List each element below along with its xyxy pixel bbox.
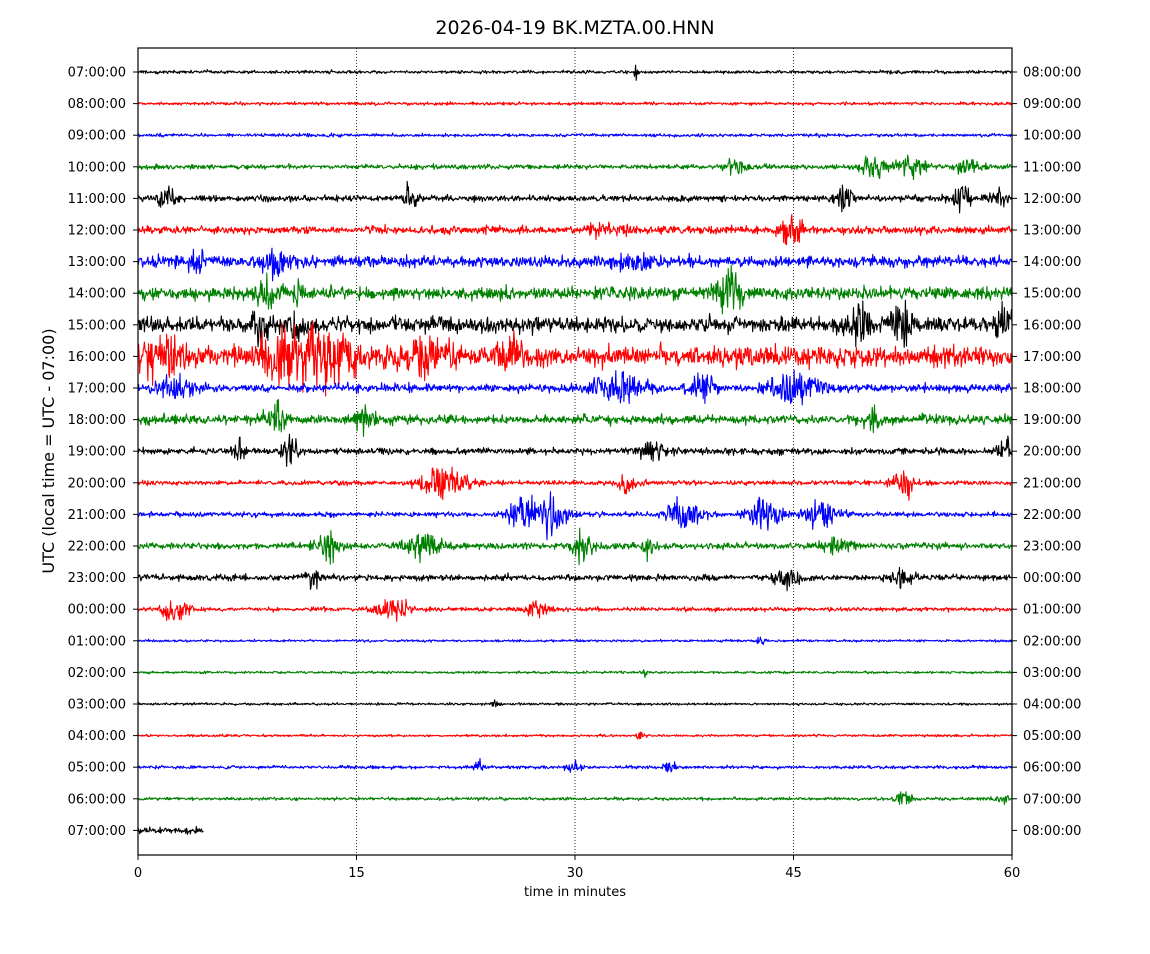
trace-100000-3 xyxy=(137,154,1013,181)
x-tick-label: 30 xyxy=(567,866,584,881)
y-tick-label-right: 07:00:00 xyxy=(1023,792,1081,807)
trace-030000-20 xyxy=(137,699,1013,708)
trace-170000-10 xyxy=(137,369,1012,406)
trace-010000-18 xyxy=(137,636,1013,646)
y-tick-label-left: 23:00:00 xyxy=(68,571,126,586)
y-tick-label-right: 04:00:00 xyxy=(1023,698,1081,713)
x-tick-label: 60 xyxy=(1004,866,1021,881)
y-tick-label-left: 07:00:00 xyxy=(68,824,126,839)
y-tick-label-right: 01:00:00 xyxy=(1023,603,1081,618)
trace-070000-24 xyxy=(137,825,204,835)
y-tick-label-right: 22:00:00 xyxy=(1023,508,1081,523)
y-ticks-right: 08:00:00 09:00:00 10:00:00 11:00:00 12:00:00… xyxy=(1012,66,1081,839)
y-tick-label-left: 18:00:00 xyxy=(68,413,126,428)
plot-frame xyxy=(137,47,1013,856)
trace-210000-14 xyxy=(137,491,1013,541)
y-tick-label-right: 11:00:00 xyxy=(1023,160,1081,175)
y-tick-label-left: 06:00:00 xyxy=(68,792,126,807)
x-axis-label: time in minutes xyxy=(524,885,626,900)
y-tick-label-left: 09:00:00 xyxy=(68,129,126,144)
y-tick-label-left: 22:00:00 xyxy=(68,540,126,555)
y-ticks-left: 07:00:00 08:00:00 09:00:00 10:00:00 11:00:00… xyxy=(68,66,138,839)
trace-110000-4 xyxy=(137,180,1013,214)
y-tick-label-left: 02:00:00 xyxy=(68,666,126,681)
y-tick-label-left: 21:00:00 xyxy=(68,508,126,523)
trace-040000-21 xyxy=(137,731,1013,740)
chart-title: 2026-04-19 BK.MZTA.00.HNN xyxy=(435,17,714,39)
trace-000000-17 xyxy=(137,598,1013,622)
y-tick-label-right: 19:00:00 xyxy=(1023,413,1081,428)
y-tick-label-left: 16:00:00 xyxy=(68,350,126,365)
trace-140000-7 xyxy=(137,264,1013,315)
y-tick-label-right: 12:00:00 xyxy=(1023,192,1081,207)
trace-050000-22 xyxy=(137,757,1013,773)
y-tick-label-right: 16:00:00 xyxy=(1023,318,1081,333)
y-tick-label-right: 08:00:00 xyxy=(1023,66,1081,81)
y-tick-label-left: 13:00:00 xyxy=(68,255,126,270)
y-tick-label-right: 17:00:00 xyxy=(1023,350,1081,365)
trace-070000-0 xyxy=(137,64,1013,81)
y-tick-label-left: 19:00:00 xyxy=(68,445,126,460)
trace-090000-2 xyxy=(137,132,1013,139)
x-tick-label: 0 xyxy=(134,866,142,881)
y-tick-label-right: 15:00:00 xyxy=(1023,287,1081,302)
trace-190000-12 xyxy=(137,433,1013,467)
y-tick-label-left: 03:00:00 xyxy=(68,698,126,713)
y-tick-label-left: 15:00:00 xyxy=(68,318,126,333)
trace-230000-16 xyxy=(137,566,1013,592)
trace-180000-11 xyxy=(137,398,1013,437)
y-tick-label-left: 11:00:00 xyxy=(68,192,126,207)
trace-200000-13 xyxy=(137,466,1013,501)
y-tick-label-right: 21:00:00 xyxy=(1023,476,1081,491)
y-tick-label-left: 20:00:00 xyxy=(68,476,126,491)
y-tick-label-left: 01:00:00 xyxy=(68,634,126,649)
grid-lines xyxy=(356,48,794,855)
trace-220000-15 xyxy=(137,527,1013,566)
trace-060000-23 xyxy=(137,791,1013,806)
y-tick-label-left: 12:00:00 xyxy=(68,224,126,239)
trace-020000-19 xyxy=(137,669,1013,679)
x-tick-label: 45 xyxy=(785,866,802,881)
trace-lines xyxy=(137,64,1013,835)
y-tick-label-right: 23:00:00 xyxy=(1023,540,1081,555)
y-axis-label: UTC (local time = UTC - 07:00) xyxy=(39,328,58,573)
y-tick-label-left: 05:00:00 xyxy=(68,761,126,776)
y-tick-label-left: 08:00:00 xyxy=(68,97,126,112)
y-tick-label-right: 20:00:00 xyxy=(1023,445,1081,460)
trace-130000-6 xyxy=(137,247,1013,282)
y-tick-label-right: 02:00:00 xyxy=(1023,634,1081,649)
y-tick-label-left: 14:00:00 xyxy=(68,287,126,302)
y-tick-label-left: 10:00:00 xyxy=(68,160,126,175)
y-tick-label-right: 14:00:00 xyxy=(1023,255,1081,270)
y-tick-label-right: 08:00:00 xyxy=(1023,824,1081,839)
y-tick-label-left: 07:00:00 xyxy=(68,66,126,81)
trace-160000-9 xyxy=(137,320,1013,397)
x-tick-label: 15 xyxy=(348,866,365,881)
y-tick-label-right: 03:00:00 xyxy=(1023,666,1081,681)
y-tick-label-left: 17:00:00 xyxy=(68,382,126,397)
trace-120000-5 xyxy=(137,214,1013,246)
x-ticks: 0 15 30 45 60 xyxy=(134,855,1020,881)
trace-080000-1 xyxy=(137,100,1013,107)
y-tick-label-right: 13:00:00 xyxy=(1023,224,1081,239)
y-tick-label-right: 05:00:00 xyxy=(1023,729,1081,744)
trace-150000-8 xyxy=(137,299,1013,348)
y-tick-label-right: 10:00:00 xyxy=(1023,129,1081,144)
y-tick-label-right: 06:00:00 xyxy=(1023,761,1081,776)
y-tick-label-right: 09:00:00 xyxy=(1023,97,1081,112)
y-tick-label-right: 18:00:00 xyxy=(1023,382,1081,397)
y-tick-label-left: 00:00:00 xyxy=(68,603,126,618)
y-tick-label-right: 00:00:00 xyxy=(1023,571,1081,586)
y-tick-label-left: 04:00:00 xyxy=(68,729,126,744)
